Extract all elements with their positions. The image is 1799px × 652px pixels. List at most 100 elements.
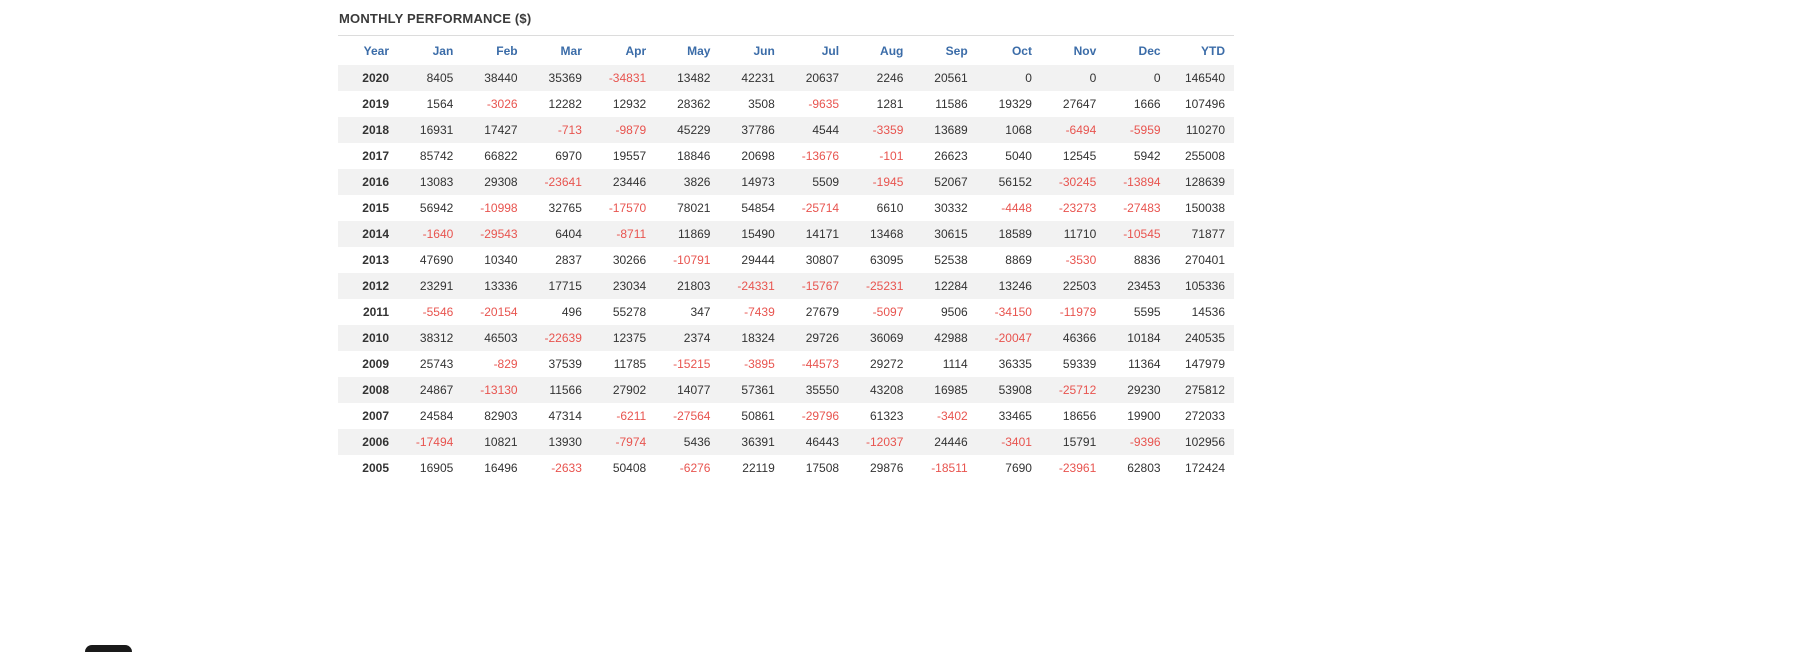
value-cell-2015-apr: -17570	[608, 201, 647, 215]
value-cell-2014-sep: 30615	[934, 227, 968, 241]
table-row: 2020 8405 38440 35369 -34831 13482 42231 20637 2…	[338, 65, 1234, 91]
value-cell-2008-may: 14077	[677, 383, 711, 397]
value-cell-2018-jun: 37786	[741, 123, 775, 137]
value-cell-2011-apr: 55278	[612, 305, 647, 319]
value-cell-2010-jul: 29726	[805, 331, 840, 345]
value-cell-2013-jul: 30807	[805, 253, 840, 267]
column-header-year: Year	[363, 44, 389, 58]
value-cell-2016-jun: 14973	[741, 175, 775, 189]
value-cell-2015-mar: 32765	[548, 201, 582, 215]
value-cell-2014-jun: 15490	[741, 227, 775, 241]
value-cell-2014-apr: -8711	[616, 227, 647, 241]
value-cell-2014-mar: 6404	[555, 227, 582, 241]
column-header-dec: Dec	[1138, 44, 1161, 58]
column-header-jul: Jul	[821, 44, 840, 58]
column-header-nov: Nov	[1073, 44, 1097, 58]
column-header-oct: Oct	[1011, 44, 1032, 58]
value-cell-2018-nov: -6494	[1065, 123, 1097, 137]
table-row: 2009 25743 -829 37539 11785 -15215 -3895 -44573…	[338, 351, 1234, 377]
value-cell-2019-mar: 12282	[548, 97, 582, 111]
value-cell-2015-ytd: 150038	[1184, 201, 1225, 215]
value-cell-2017-mar: 6970	[555, 149, 582, 163]
value-cell-2016-jul: 5509	[812, 175, 840, 189]
table-row: 2019 1564 -3026 12282 12932 28362 3508 -9635 128…	[338, 91, 1234, 117]
value-cell-2006-jan: -17494	[415, 435, 454, 449]
year-cell: 2008	[362, 383, 389, 397]
value-cell-2020-sep: 20561	[934, 71, 968, 85]
value-cell-2007-aug: 61323	[870, 409, 904, 423]
value-cell-2016-jan: 13083	[419, 175, 454, 189]
value-cell-2019-feb: -3026	[486, 97, 518, 111]
value-cell-2014-feb: -29543	[480, 227, 518, 241]
value-cell-2007-oct: 33465	[998, 409, 1032, 423]
value-cell-2005-sep: -18511	[931, 461, 968, 475]
value-cell-2017-oct: 5040	[1005, 149, 1032, 163]
value-cell-2008-jul: 35550	[805, 383, 840, 397]
table-row: 2012 23291 13336 17715 23034 21803 -24331 -1576…	[338, 273, 1234, 299]
value-cell-2014-oct: 18589	[998, 227, 1032, 241]
value-cell-2015-jan: 56942	[419, 201, 454, 215]
value-cell-2005-nov: -23961	[1058, 461, 1097, 475]
value-cell-2013-may: -10791	[673, 253, 711, 267]
value-cell-2010-sep: 42988	[934, 331, 968, 345]
value-cell-2018-oct: 1068	[1005, 123, 1032, 137]
value-cell-2016-dec: -13894	[1123, 175, 1161, 189]
value-cell-2012-jan: 23291	[419, 279, 454, 293]
value-cell-2005-may: -6276	[679, 461, 711, 475]
table-header: Year Jan Feb Mar Apr May Jun Jul Aug Sep Oct Nov Dec…	[338, 36, 1234, 65]
value-cell-2007-apr: -6211	[616, 409, 647, 423]
value-cell-2009-jun: -3895	[744, 357, 775, 371]
value-cell-2007-feb: 82903	[484, 409, 518, 423]
value-cell-2011-ytd: 14536	[1191, 305, 1225, 319]
value-cell-2018-may: 45229	[677, 123, 711, 137]
value-cell-2020-oct: 0	[1025, 71, 1032, 85]
value-cell-2019-apr: 12932	[612, 97, 647, 111]
value-cell-2011-oct: -34150	[994, 305, 1032, 319]
value-cell-2017-jan: 85742	[419, 149, 454, 163]
column-header-apr: Apr	[625, 44, 647, 58]
value-cell-2010-may: 2374	[683, 331, 711, 345]
value-cell-2018-dec: -5959	[1129, 123, 1161, 137]
year-cell: 2018	[362, 123, 389, 137]
value-cell-2013-jan: 47690	[419, 253, 454, 267]
value-cell-2019-nov: 27647	[1062, 97, 1097, 111]
value-cell-2013-mar: 2837	[555, 253, 582, 267]
value-cell-2019-dec: 1666	[1133, 97, 1161, 111]
value-cell-2007-nov: 18656	[1062, 409, 1097, 423]
value-cell-2011-may: 347	[690, 305, 711, 319]
value-cell-2009-may: -15215	[673, 357, 711, 371]
year-cell: 2017	[362, 149, 389, 163]
table-row: 2014 -1640 -29543 6404 -8711 11869 15490 14171 1…	[338, 221, 1234, 247]
value-cell-2005-oct: 7690	[1005, 461, 1032, 475]
value-cell-2007-mar: 47314	[548, 409, 582, 423]
value-cell-2008-mar: 11566	[549, 383, 582, 397]
value-cell-2020-aug: 2246	[876, 71, 904, 85]
value-cell-2018-ytd: 110270	[1185, 123, 1225, 137]
value-cell-2012-may: 21803	[677, 279, 711, 293]
table-row: 2015 56942 -10998 32765 -17570 78021 54854 -257…	[338, 195, 1234, 221]
value-cell-2010-dec: 10184	[1127, 331, 1161, 345]
value-cell-2015-jul: -25714	[801, 201, 840, 215]
table-row: 2008 24867 -13130 11566 27902 14077 57361 35550…	[338, 377, 1234, 403]
value-cell-2016-apr: 23446	[612, 175, 647, 189]
value-cell-2011-mar: 496	[561, 305, 582, 319]
value-cell-2009-jul: -44573	[801, 357, 840, 371]
value-cell-2006-sep: 24446	[934, 435, 968, 449]
value-cell-2005-mar: -2633	[551, 461, 582, 475]
value-cell-2016-feb: 29308	[484, 175, 518, 189]
value-cell-2017-feb: 66822	[484, 149, 518, 163]
value-cell-2008-sep: 16985	[934, 383, 968, 397]
value-cell-2008-dec: 29230	[1127, 383, 1161, 397]
value-cell-2007-sep: -3402	[936, 409, 968, 423]
column-header-jan: Jan	[432, 44, 454, 58]
value-cell-2013-feb: 10340	[484, 253, 518, 267]
report-title: MONTHLY PERFORMANCE ($)	[338, 6, 1234, 36]
value-cell-2007-dec: 19900	[1127, 409, 1161, 423]
value-cell-2016-may: 3826	[683, 175, 711, 189]
value-cell-2012-jun: -24331	[737, 279, 775, 293]
value-cell-2005-jun: 22119	[742, 461, 775, 475]
value-cell-2012-ytd: 105336	[1184, 279, 1225, 293]
year-cell: 2013	[362, 253, 389, 267]
value-cell-2005-apr: 50408	[612, 461, 647, 475]
value-cell-2006-ytd: 102956	[1184, 435, 1225, 449]
